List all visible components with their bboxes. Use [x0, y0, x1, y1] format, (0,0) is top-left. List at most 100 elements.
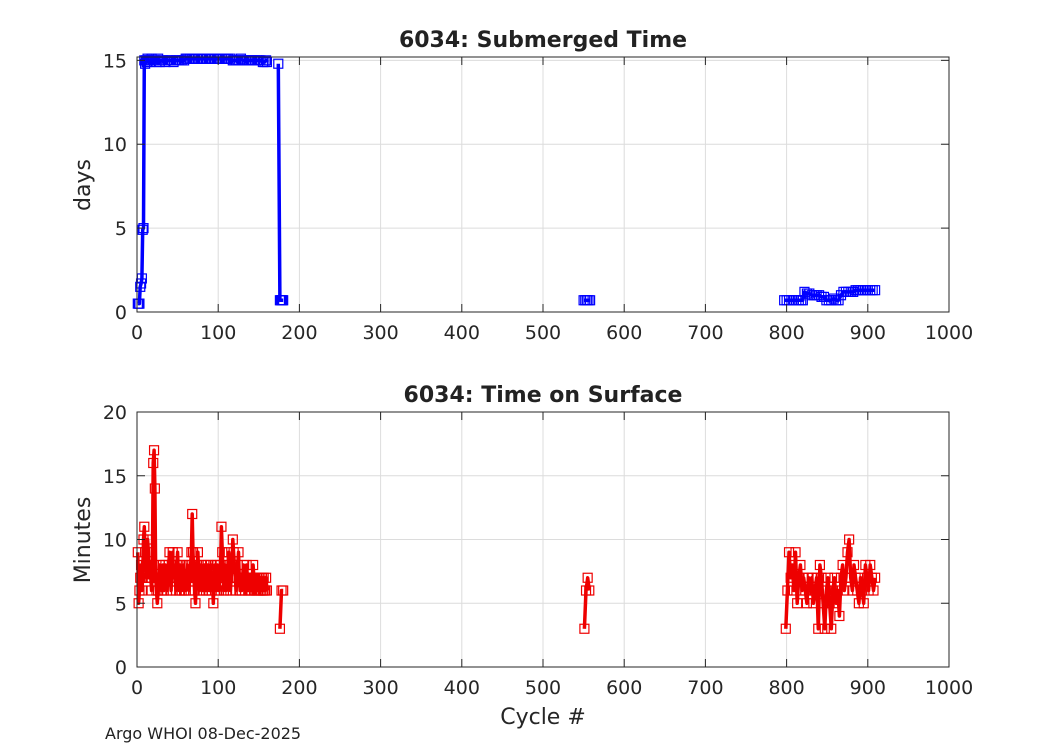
- data-point-marker: [858, 598, 869, 609]
- data-point-marker: [172, 547, 183, 558]
- data-point-marker: [780, 623, 791, 634]
- data-point-marker: [278, 585, 289, 596]
- data-point-marker: [149, 483, 160, 494]
- time-on-surface-axes: 0 100 200 300 400 500 600 700 800 900 1000 0 5 10 15 20…: [71, 383, 973, 730]
- data-point-marker: [185, 559, 196, 571]
- x-tick-label: 200: [281, 322, 317, 344]
- series-line: [276, 63, 285, 303]
- data-point-marker: [261, 572, 272, 583]
- data-point-marker: [787, 559, 798, 571]
- y-axis-label: days: [71, 159, 96, 211]
- y-tick-label: 20: [103, 402, 127, 424]
- x-tick-label: 0: [131, 322, 143, 344]
- y-axis-label: Minutes: [71, 497, 96, 584]
- data-point-marker: [782, 585, 793, 596]
- y-tick-label: 5: [115, 593, 127, 615]
- data-point-marker: [870, 285, 881, 296]
- data-point-marker: [809, 585, 821, 596]
- chart-title: 6034: Time on Surface: [404, 383, 683, 408]
- x-tick-label: 900: [850, 322, 886, 344]
- data-point-marker: [829, 572, 840, 583]
- data-point-marker: [143, 547, 154, 558]
- data-point-marker: [783, 547, 795, 558]
- y-tick-label: 15: [103, 466, 127, 488]
- data-point-marker: [147, 559, 158, 571]
- data-point-marker: [134, 298, 145, 309]
- data-point-marker: [813, 623, 824, 634]
- data-point-marker: [865, 559, 876, 571]
- ticks: 0 100 200 300 400 500 600 700 800 900 1000 0 5 10 15: [103, 50, 973, 344]
- series-line: [278, 588, 284, 629]
- x-tick-label: 400: [444, 677, 480, 699]
- data-point-marker: [154, 56, 165, 68]
- x-tick-label: 100: [200, 677, 236, 699]
- data-point-marker: [183, 585, 195, 596]
- data-point-marker: [819, 623, 830, 634]
- chart-title: 6034: Submerged Time: [399, 28, 687, 53]
- data-point-marker: [274, 623, 286, 634]
- data-series: [132, 53, 881, 309]
- data-point-marker: [225, 585, 236, 596]
- data-point-marker: [824, 598, 835, 609]
- data-point-marker: [261, 56, 273, 68]
- data-point-marker: [248, 559, 259, 571]
- x-tick-label: 100: [200, 322, 236, 344]
- data-point-marker: [790, 547, 801, 558]
- data-point-marker: [795, 559, 806, 571]
- x-tick-label: 900: [850, 677, 886, 699]
- data-point-marker: [273, 58, 284, 69]
- data-point-marker: [814, 559, 825, 571]
- x-tick-label: 0: [131, 677, 143, 699]
- data-point-marker: [241, 559, 252, 571]
- data-point-marker: [227, 534, 238, 545]
- series-line: [136, 448, 269, 606]
- data-point-marker: [190, 598, 201, 609]
- y-tick-label: 0: [115, 302, 127, 324]
- data-point-marker: [801, 598, 813, 609]
- data-point-marker: [148, 445, 160, 456]
- data-point-marker: [579, 623, 590, 634]
- data-point-marker: [831, 598, 842, 609]
- data-point-marker: [808, 598, 819, 609]
- data-point-marker: [187, 508, 198, 520]
- data-point-marker: [217, 547, 228, 558]
- x-tick-label: 300: [362, 322, 398, 344]
- x-tick-label: 500: [525, 322, 561, 344]
- y-tick-label: 15: [103, 50, 127, 72]
- x-tick-label: 400: [444, 322, 480, 344]
- data-point-marker: [870, 572, 881, 583]
- x-tick-label: 700: [687, 322, 723, 344]
- x-tick-label: 300: [362, 677, 398, 699]
- data-point-marker: [788, 585, 800, 596]
- data-point-marker: [278, 295, 289, 306]
- data-point-marker: [152, 598, 163, 609]
- x-axis-label: Cycle #: [500, 705, 586, 730]
- x-tick-label: 800: [768, 677, 804, 699]
- y-tick-label: 5: [115, 218, 127, 240]
- y-tick-label: 10: [103, 134, 127, 156]
- data-point-marker: [584, 295, 596, 306]
- data-point-marker: [839, 585, 850, 596]
- data-point-marker: [261, 55, 272, 66]
- x-tick-label: 1000: [925, 677, 973, 699]
- y-tick-label: 10: [103, 530, 127, 552]
- submerged-time-axes: 0 100 200 300 400 500 600 700 800 900 1000 0 5 10 15 6…: [71, 28, 973, 344]
- data-point-marker: [816, 572, 827, 583]
- data-point-marker: [137, 224, 148, 235]
- x-tick-label: 600: [606, 322, 642, 344]
- data-point-marker: [178, 55, 190, 66]
- data-point-marker: [822, 572, 834, 583]
- data-series: [132, 445, 881, 634]
- data-point-marker: [826, 623, 837, 634]
- data-point-marker: [848, 559, 860, 571]
- x-tick-label: 200: [281, 677, 317, 699]
- data-point-marker: [821, 585, 832, 596]
- data-point-marker: [785, 572, 796, 583]
- data-point-marker: [792, 598, 803, 609]
- x-tick-label: 600: [606, 677, 642, 699]
- x-tick-label: 700: [687, 677, 723, 699]
- data-point-marker: [148, 457, 159, 469]
- data-point-marker: [834, 610, 845, 622]
- data-point-marker: [216, 521, 227, 532]
